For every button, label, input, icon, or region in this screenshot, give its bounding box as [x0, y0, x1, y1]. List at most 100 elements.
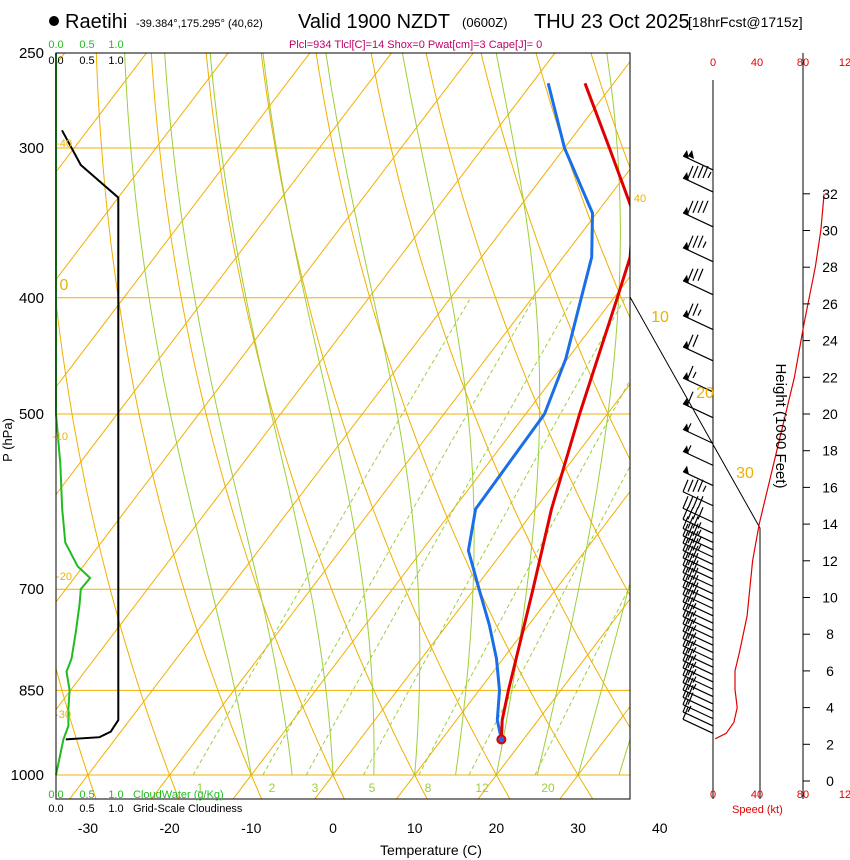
axis-labels: -30 -20 -10 0 10 20 30 402503004005007008501000… — [11, 39, 850, 836]
speed-bottom-tick: 80 — [797, 789, 809, 801]
x-tick-label: 0 — [329, 820, 337, 836]
height-tick-label: 2 — [826, 736, 834, 752]
dry-adiabat-label: 10 — [651, 309, 669, 326]
p-tick-label: 700 — [19, 581, 44, 598]
forecast-run: [18hrFcst@1715z] — [688, 14, 803, 30]
dry-adiabat-label: 40 — [634, 193, 646, 205]
isotherm-line — [150, 168, 630, 799]
dry-adiabat-line — [793, 10, 850, 801]
wind-barb — [682, 365, 714, 393]
p-tick-label: 300 — [19, 140, 44, 157]
wind-barb — [682, 165, 714, 193]
dry-adiabat-label: 30 — [736, 465, 754, 482]
wind-barb — [682, 268, 714, 296]
height-tick-label: 30 — [822, 223, 838, 239]
p-tick-label: 1000 — [11, 767, 44, 784]
dewpoint-curve — [466, 82, 594, 740]
dry-adiabat-line — [425, 53, 630, 597]
mixing-ratio-line — [418, 379, 630, 776]
top-black-tick: 1.0 — [108, 55, 123, 67]
wind-speed-profile — [714, 193, 825, 740]
dry-adiabat-line — [315, 53, 594, 799]
dry-adiabat-label: -40 — [56, 138, 72, 150]
mixing-ratio-label: 8 — [425, 781, 432, 795]
mixing-ratio-label: 20 — [541, 781, 555, 795]
wind-barb — [682, 465, 714, 487]
height-tick-label: 0 — [826, 773, 834, 789]
wind-barb — [682, 516, 714, 543]
wind-barb — [682, 530, 714, 558]
moist-adiabat-line — [325, 53, 421, 776]
height-tick-label: 16 — [822, 479, 838, 495]
isotherm-line — [477, 598, 630, 799]
isotherm-line — [56, 53, 311, 388]
wind-barbs — [682, 149, 714, 734]
height-tick-label: 24 — [822, 333, 838, 349]
top-green-tick: 0.0 — [48, 39, 63, 51]
plot-frame — [55, 52, 631, 800]
mixing-ratio-line — [262, 297, 535, 776]
bottom-green-tick: 0.5 — [79, 789, 94, 801]
speed-bottom-tick: 0 — [710, 789, 716, 801]
height-tick-label: 32 — [822, 186, 838, 202]
dry-adiabat-line — [205, 53, 428, 799]
isotherm-line — [640, 32, 850, 801]
isotherm-line — [56, 53, 474, 603]
dry-adiabat-line — [590, 53, 630, 170]
background-grid — [0, 10, 850, 801]
station-bullet-icon — [49, 16, 59, 26]
x-tick-label: 20 — [489, 820, 505, 836]
mixing-ratio-label: 12 — [475, 781, 489, 795]
height-tick-label: 8 — [826, 626, 834, 642]
y-axis-title: P (hPa) — [0, 418, 15, 462]
cloudwater-profile — [55, 53, 92, 776]
height-tick-label: 18 — [822, 443, 838, 459]
valid-time: Valid 1900 NZDT — [298, 11, 450, 33]
speed-profile-line — [714, 193, 825, 740]
x-axis-title: Temperature (C) — [380, 842, 482, 858]
height-tick-label: 20 — [822, 406, 838, 422]
utc-time: (0600Z) — [462, 15, 508, 30]
speed-bottom-tick: 12 — [839, 789, 850, 801]
moist-adiabat-line — [577, 580, 630, 776]
dry-adiabat-line — [0, 10, 14, 801]
speed-bottom-tick: 40 — [751, 789, 763, 801]
isotherm-line — [395, 490, 630, 799]
dry-adiabat-line — [370, 53, 630, 729]
bottom-black-tick: 0.5 — [79, 803, 94, 815]
dry-adiabat-line — [535, 53, 630, 320]
moist-adiabat-line — [124, 53, 252, 776]
x-tick-label: -30 — [78, 820, 98, 836]
wind-barb — [682, 479, 714, 507]
p-tick-label: 500 — [19, 406, 44, 423]
x-tick-label: -20 — [159, 820, 179, 836]
isotherm-line — [56, 53, 393, 496]
bottom-green-tick: 1.0 — [108, 789, 123, 801]
moist-adiabat-line — [618, 737, 630, 776]
mixing-ratio-line — [192, 297, 472, 776]
p-tick-label: 250 — [19, 45, 44, 62]
moist-adiabat-line — [495, 53, 541, 776]
bottom-black-tick: 0.0 — [48, 803, 63, 815]
moist-adiabat-line — [209, 53, 334, 776]
isotherm-line — [69, 60, 630, 799]
height-tick-label: 22 — [822, 369, 838, 385]
wind-barb — [682, 507, 714, 534]
cloudiness-axis-label: Grid-Scale Cloudiness — [133, 803, 243, 815]
dry-adiabat-label: -30 — [55, 709, 71, 721]
height-tick-label: 26 — [822, 296, 838, 312]
wind-barb — [682, 334, 714, 362]
dry-adiabat-line — [56, 297, 180, 799]
isotherm-line — [56, 53, 148, 173]
surface-point-marker — [496, 734, 507, 745]
wind-barb — [682, 423, 714, 444]
top-green-tick: 1.0 — [108, 39, 123, 51]
p-tick-label: 400 — [19, 290, 44, 307]
dry-adiabat-line — [739, 10, 850, 801]
dry-adiabat-line — [632, 10, 850, 801]
moist-adiabat-line — [536, 53, 621, 776]
dry-adiabat-line — [260, 53, 511, 799]
speed-top-tick: 80 — [797, 57, 809, 69]
mixing-ratio-line — [362, 297, 626, 776]
